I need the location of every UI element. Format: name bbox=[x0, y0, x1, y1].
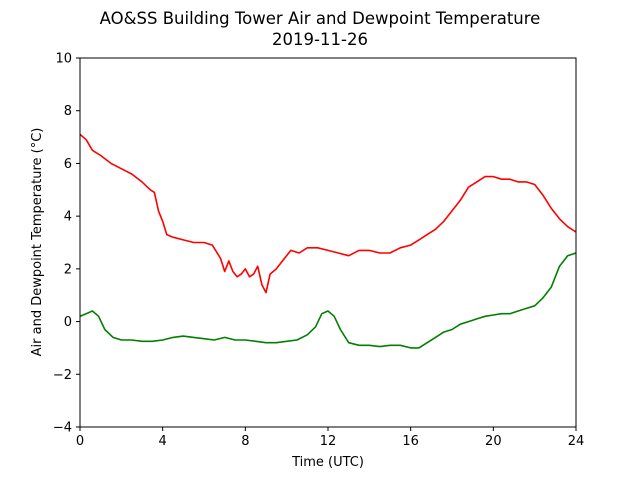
x-axis-label: Time (UTC) bbox=[291, 455, 364, 470]
y-tick-label: −4 bbox=[53, 421, 72, 436]
y-tick-label: 2 bbox=[64, 262, 72, 277]
x-tick-label: 0 bbox=[76, 434, 84, 449]
plot-frame bbox=[79, 57, 577, 428]
series-line-1 bbox=[79, 133, 577, 294]
y-tick-label: −2 bbox=[53, 368, 72, 383]
x-tick-label: 24 bbox=[568, 434, 585, 449]
series-line-2 bbox=[79, 252, 577, 349]
y-axis-label: Air and Dewpoint Temperature (°C) bbox=[30, 128, 45, 357]
y-tick-label: 8 bbox=[64, 104, 72, 119]
x-tick-label: 4 bbox=[159, 434, 167, 449]
y-tick-label: 4 bbox=[64, 210, 72, 225]
x-tick-label: 12 bbox=[320, 434, 337, 449]
chart-title: AO&SS Building Tower Air and Dewpoint Te… bbox=[100, 9, 541, 28]
y-tick-label: 0 bbox=[64, 315, 72, 330]
x-tick-label: 20 bbox=[485, 434, 502, 449]
y-tick-label: 6 bbox=[64, 157, 72, 172]
x-tick-label: 16 bbox=[402, 434, 419, 449]
series-layer bbox=[79, 133, 577, 349]
x-tick-label: 8 bbox=[241, 434, 249, 449]
chart-subtitle: 2019-11-26 bbox=[272, 30, 368, 49]
y-tick-label: 10 bbox=[55, 52, 72, 67]
